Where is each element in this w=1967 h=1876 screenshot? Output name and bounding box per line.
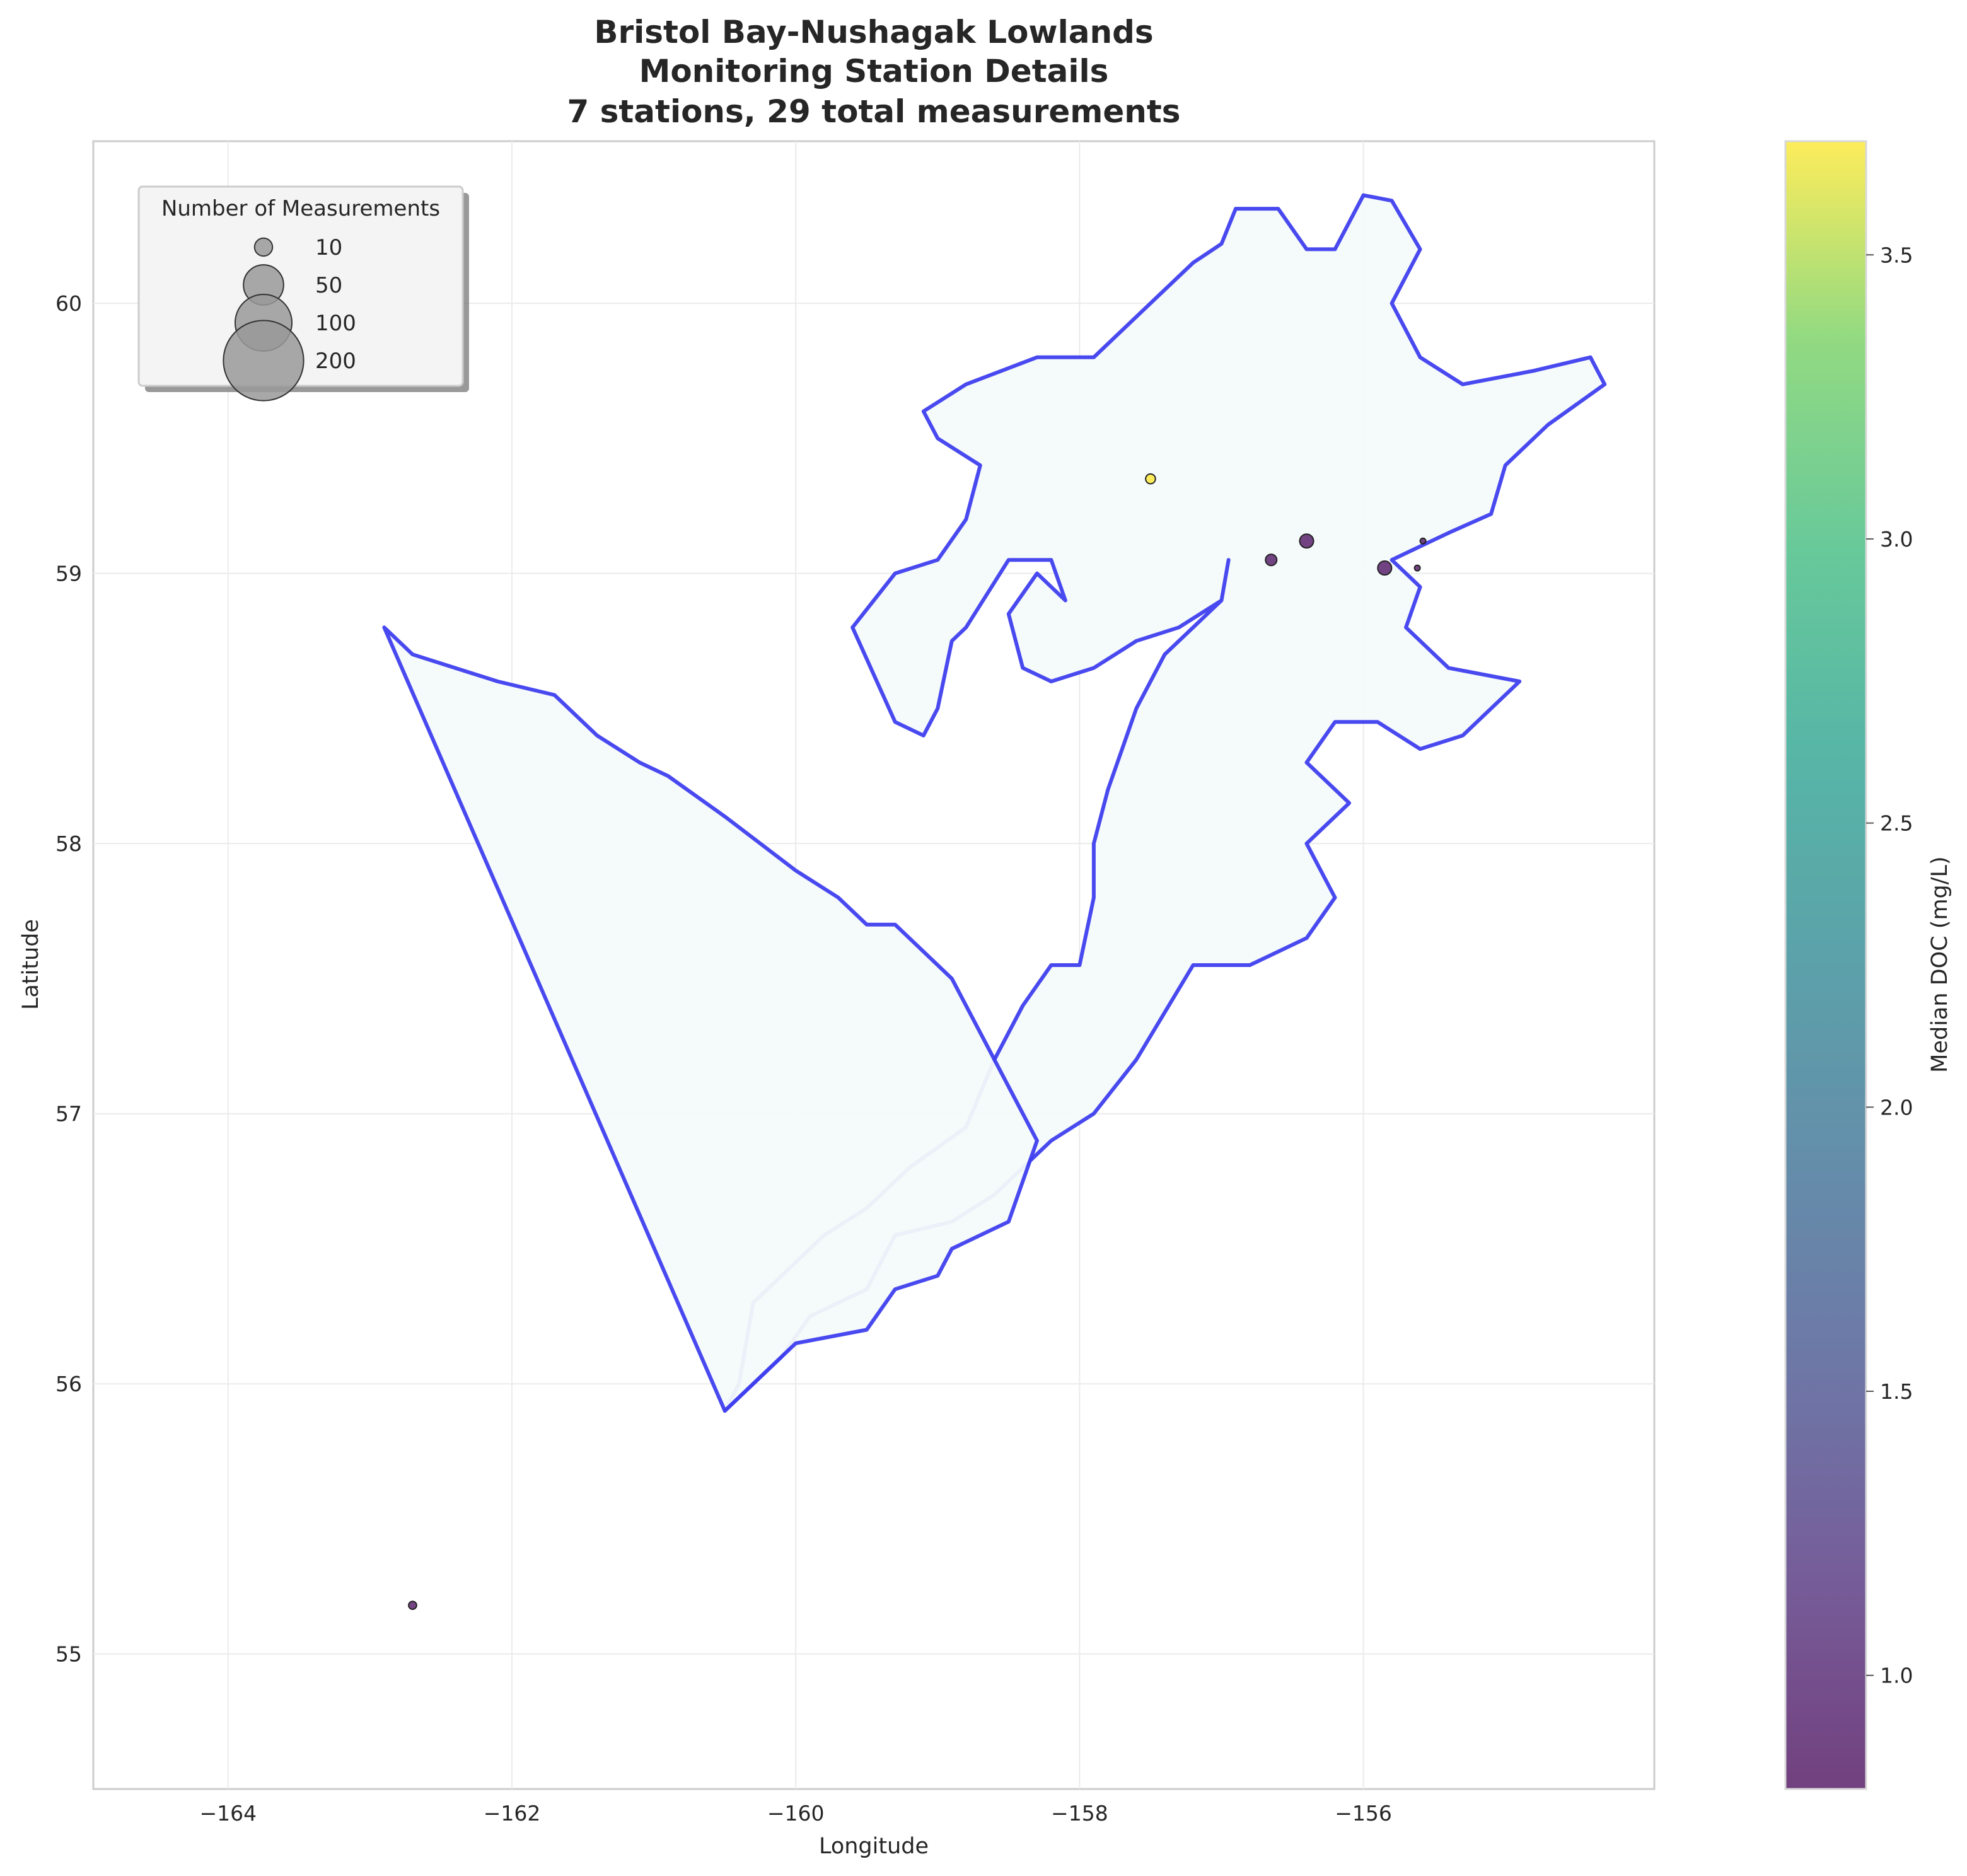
station-marker [1377, 560, 1393, 576]
size-legend: Number of Measurements 10 50 100 200 [137, 185, 469, 402]
title-line-3: 7 stations, 29 total measurements [567, 93, 1180, 130]
x-tick-label: −162 [484, 1801, 541, 1826]
legend-entry-label: 10 [315, 235, 342, 260]
y-tick-label: 55 [55, 1642, 82, 1667]
x-tick-label: −156 [1335, 1801, 1392, 1826]
colorbar-gradient [1784, 140, 1867, 1790]
colorbar-tick-label: 3.0 [1880, 527, 1913, 552]
legend-entry-label: 200 [315, 349, 356, 374]
colorbar-tick-label: 1.5 [1880, 1379, 1913, 1404]
y-axis-label: Latitude [18, 919, 44, 1010]
title-line-1: Bristol Bay-Nushagak Lowlands [594, 14, 1153, 50]
y-tick-label: 59 [55, 562, 82, 586]
colorbar-tick-label: 2.0 [1880, 1095, 1913, 1120]
x-tick-label: −158 [1051, 1801, 1108, 1826]
y-axis-ticks: 55 56 57 58 59 60 [55, 291, 82, 1667]
gridlines [93, 141, 1654, 1789]
region-outline [382, 193, 1607, 1413]
station-marker [1299, 533, 1314, 549]
legend-marker [253, 237, 274, 257]
x-axis-ticks: −164 −162 −160 −158 −156 [200, 1801, 1392, 1826]
x-axis-label: Longitude [819, 1834, 929, 1859]
y-tick-label: 57 [55, 1102, 82, 1126]
x-tick-label: −164 [200, 1801, 257, 1826]
legend-entries: 10 50 100 200 [223, 235, 356, 402]
legend-entry-label: 50 [315, 273, 342, 298]
legend-title: Number of Measurements [161, 196, 440, 221]
colorbar-tick-label: 2.5 [1880, 811, 1913, 836]
station-marker [1413, 564, 1421, 572]
y-tick-label: 58 [55, 831, 82, 856]
station-marker [408, 1601, 417, 1610]
x-tick-label: −160 [767, 1801, 825, 1826]
y-tick-label: 56 [55, 1372, 82, 1396]
colorbar: 1.0 1.5 2.0 2.5 3.0 3.5 Median DOC (mg/L) [1784, 140, 1952, 1790]
colorbar-tick-label: 1.0 [1880, 1664, 1913, 1688]
station-markers [408, 473, 1427, 1610]
title-line-2: Monitoring Station Details [639, 53, 1109, 90]
colorbar-ticks: 1.0 1.5 2.0 2.5 3.0 3.5 [1866, 243, 1913, 1688]
y-tick-label: 60 [55, 291, 82, 316]
station-marker [1265, 553, 1278, 567]
legend-marker [223, 320, 305, 402]
station-marker [1419, 537, 1427, 545]
region-peninsula [382, 625, 1039, 1413]
legend-entry-label: 100 [315, 311, 356, 336]
colorbar-tick-label: 3.5 [1880, 243, 1913, 267]
station-marker [1145, 473, 1156, 485]
colorbar-label: Median DOC (mg/L) [1927, 856, 1952, 1072]
